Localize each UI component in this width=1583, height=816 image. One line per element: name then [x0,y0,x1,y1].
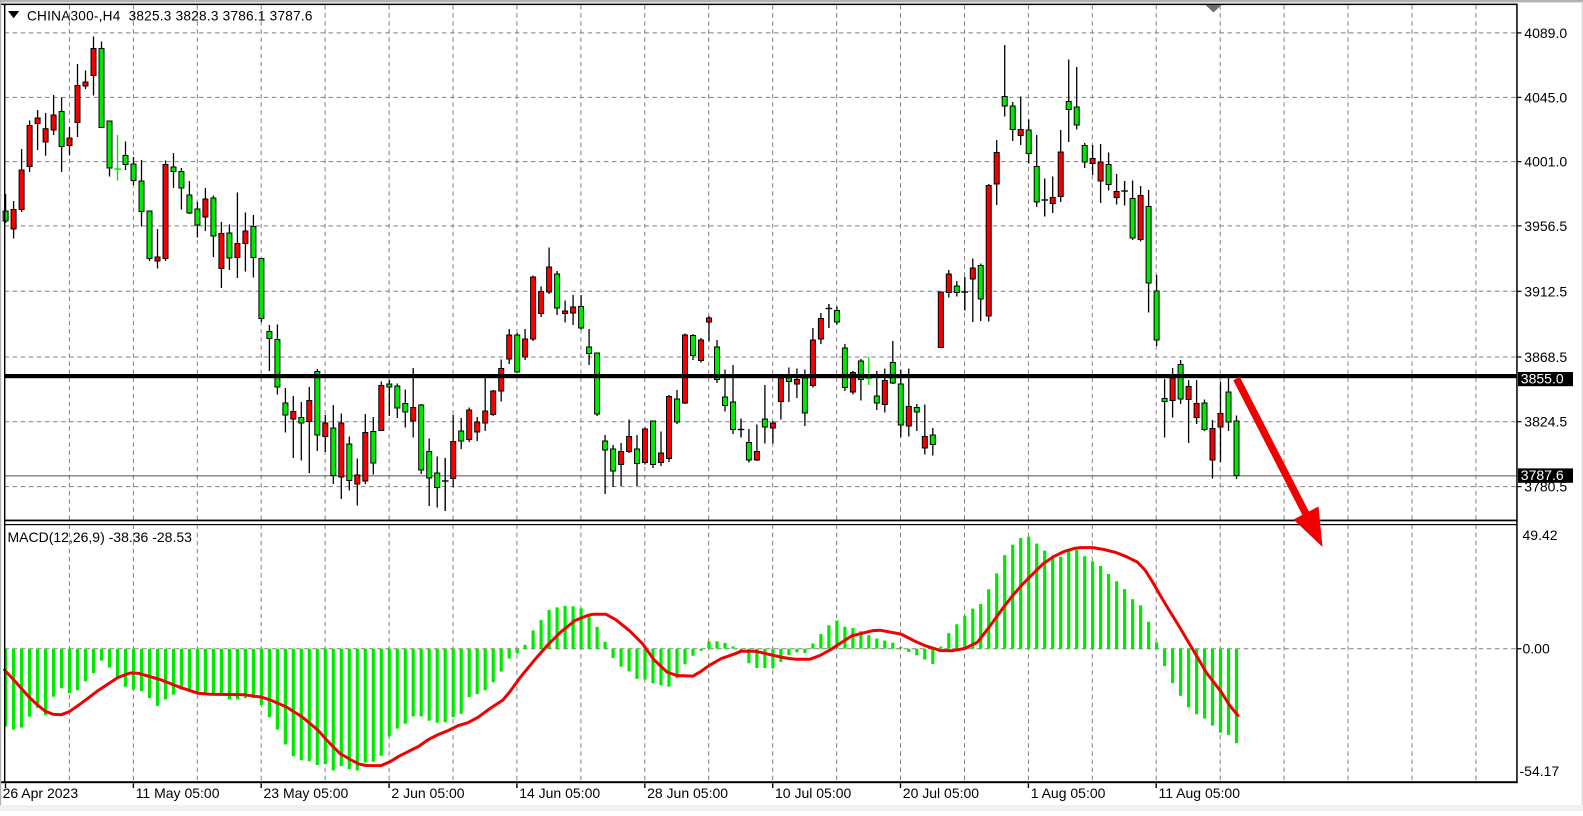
svg-text:-54.17: -54.17 [1520,763,1560,779]
svg-text:26 Apr 2023: 26 Apr 2023 [3,785,79,801]
svg-text:10 Jul 05:00: 10 Jul 05:00 [775,785,851,801]
svg-text:28 Jun 05:00: 28 Jun 05:00 [647,785,728,801]
svg-text:3956.5: 3956.5 [1524,218,1567,234]
svg-text:2 Jun 05:00: 2 Jun 05:00 [391,785,464,801]
svg-text:3868.5: 3868.5 [1524,349,1567,365]
svg-text:49.42: 49.42 [1523,527,1558,543]
svg-text:3855.0: 3855.0 [1521,370,1564,386]
svg-text:3912.5: 3912.5 [1524,283,1567,299]
svg-text:4045.0: 4045.0 [1524,89,1567,105]
svg-text:23 May 05:00: 23 May 05:00 [264,785,349,801]
svg-text:3824.5: 3824.5 [1524,414,1567,430]
svg-text:CHINA300-,H4 3825.3 3828.3 37: CHINA300-,H4 3825.3 3828.3 3786.1 3787.6 [27,9,313,24]
svg-text:0.00: 0.00 [1523,640,1550,656]
svg-text:4089.0: 4089.0 [1524,25,1567,41]
svg-text:20 Jul 05:00: 20 Jul 05:00 [903,785,979,801]
svg-text:14 Jun 05:00: 14 Jun 05:00 [519,785,600,801]
svg-text:3787.6: 3787.6 [1521,467,1564,483]
svg-text:11 May 05:00: 11 May 05:00 [136,785,220,801]
svg-text:4001.0: 4001.0 [1524,154,1567,170]
svg-text:11 Aug 05:00: 11 Aug 05:00 [1159,785,1241,801]
svg-text:MACD(12,26,9) -38.36 -28.53: MACD(12,26,9) -38.36 -28.53 [8,529,193,545]
svg-text:1 Aug 05:00: 1 Aug 05:00 [1031,785,1106,801]
